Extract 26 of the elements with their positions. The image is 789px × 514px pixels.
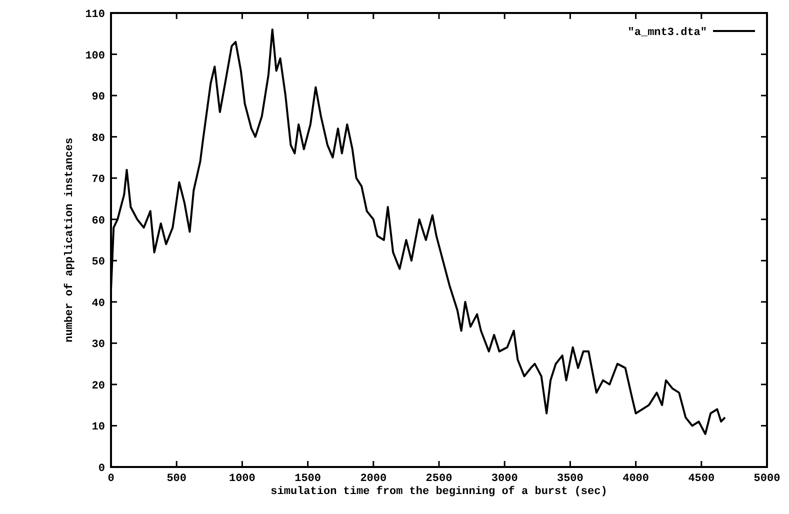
y-axis-title: number of application instances (63, 138, 76, 342)
x-tick-label: 3500 (556, 473, 584, 485)
y-tick-label: 0 (98, 463, 105, 475)
x-tick-label: 4500 (688, 473, 715, 485)
x-tick-label: 2000 (360, 473, 387, 485)
y-tick-label: 40 (92, 298, 105, 310)
x-tick-label: 0 (108, 473, 114, 485)
x-tick-label: 1500 (294, 473, 322, 485)
legend-label: "a_mnt3.dta" (628, 27, 707, 39)
x-tick-label: 1000 (228, 473, 256, 485)
x-tick-label: 4000 (622, 473, 650, 485)
y-tick-label: 100 (85, 50, 105, 62)
y-tick-label: 30 (92, 339, 105, 352)
x-tick-label: 500 (166, 473, 187, 485)
y-tick-label: 50 (92, 256, 105, 269)
y-tick-label: 60 (92, 215, 105, 228)
y-tick-label: 90 (92, 92, 105, 104)
y-tick-label: 110 (85, 9, 105, 21)
x-tick-label: 2500 (426, 473, 452, 485)
y-tick-label: 20 (92, 380, 105, 392)
y-tick-label: 10 (92, 422, 105, 434)
x-tick-label: 5000 (754, 473, 780, 485)
x-axis-title: simulation time from the beginning of a burst (sec) (270, 485, 608, 498)
y-tick-label: 80 (92, 132, 105, 145)
y-tick-label: 70 (92, 174, 105, 186)
x-tick-label: 3000 (491, 473, 518, 485)
